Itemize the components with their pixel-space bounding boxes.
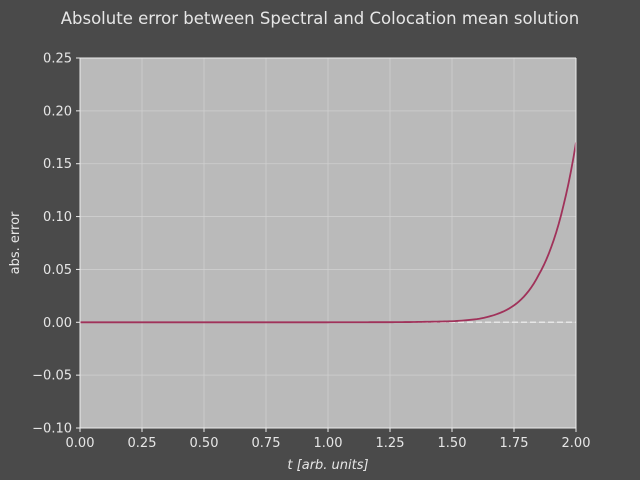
x-axis-label-units: [arb. units] xyxy=(297,458,369,473)
series-group xyxy=(80,142,577,324)
y-tick-label: 0.25 xyxy=(43,52,72,67)
x-axis-label-symbol: t xyxy=(287,458,293,473)
y-tick-label: 0.00 xyxy=(43,316,72,331)
x-tick-label: 1.50 xyxy=(438,436,467,451)
y-tick-label: 0.10 xyxy=(43,210,72,225)
y-tick-label: −0.05 xyxy=(32,369,72,384)
x-tick-label: 1.25 xyxy=(376,436,405,451)
chart-title: Absolute error between Spectral and Colo… xyxy=(61,9,580,28)
y-tick-label: −0.10 xyxy=(32,422,72,437)
x-tick-label: 0.50 xyxy=(190,436,219,451)
x-tick-label: 0.75 xyxy=(252,436,281,451)
x-tick-label: 1.00 xyxy=(314,436,343,451)
series-line xyxy=(80,142,577,324)
x-tick-label: 2.00 xyxy=(562,436,591,451)
x-tick-label: 1.75 xyxy=(500,436,529,451)
x-tick-label: 0.25 xyxy=(128,436,157,451)
y-tick-labels: −0.10 −0.05 0.00 0.05 0.10 0.15 0.20 0.25 xyxy=(32,52,72,437)
y-tick-label: 0.05 xyxy=(43,263,72,278)
x-tick-labels: 0.00 0.25 0.50 0.75 1.00 1.25 1.50 1.75 2.00 xyxy=(66,436,591,451)
x-axis-label: t [arb. units] xyxy=(287,458,368,473)
axes xyxy=(76,57,577,432)
x-tick-label: 0.00 xyxy=(66,436,95,451)
y-tick-label: 0.20 xyxy=(43,104,72,119)
y-tick-label: 0.15 xyxy=(43,157,72,172)
y-axis-label: abs. error xyxy=(8,211,23,274)
